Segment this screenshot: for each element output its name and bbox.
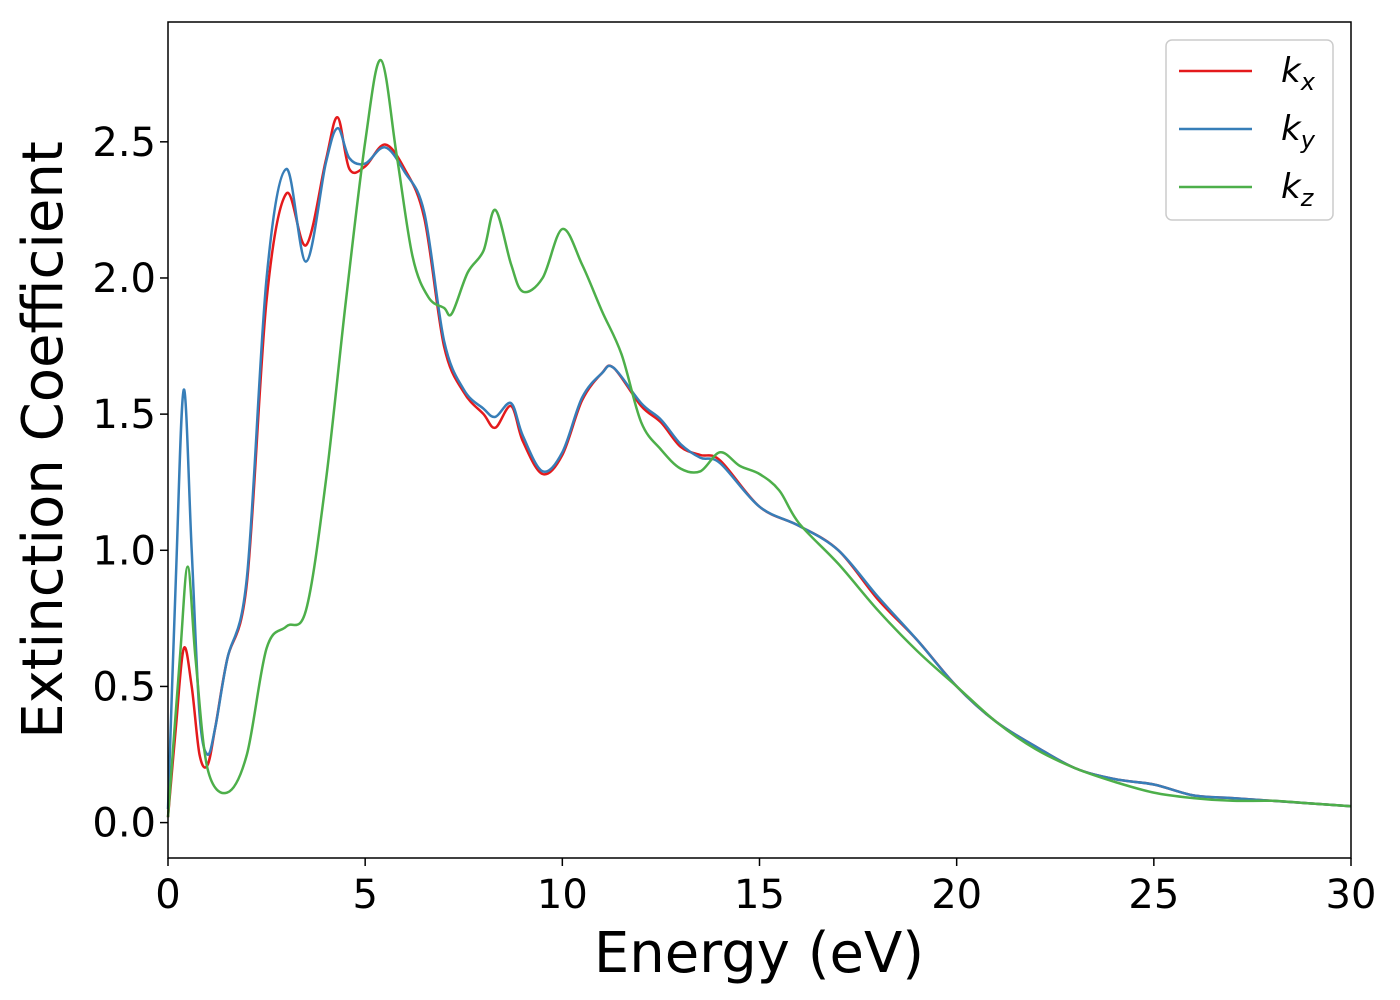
x-tick-label: 0	[155, 872, 180, 918]
series-layer	[166, 58, 1352, 818]
legend-label-kx: kx	[1281, 51, 1316, 96]
y-axis-label: Extinction Coefficient	[11, 141, 76, 739]
y-tick-label: 0.5	[92, 664, 156, 710]
series-line-kx	[166, 116, 1352, 818]
x-axis-label: Energy (eV)	[594, 921, 924, 986]
x-tick-label: 5	[352, 872, 377, 918]
x-tick-label: 30	[1326, 872, 1377, 918]
legend-label-ky: ky	[1281, 109, 1316, 154]
x-tick-label: 10	[537, 872, 588, 918]
legend: kx ky kz	[1165, 39, 1334, 221]
y-tick-label: 0.0	[92, 801, 156, 847]
x-ticks: 0 5 10 15 20 25 30	[155, 858, 1376, 918]
y-tick-label: 2.0	[92, 256, 156, 302]
y-tick-label: 1.5	[92, 392, 156, 438]
legend-items: kx ky kz	[1179, 51, 1316, 212]
x-tick-label: 25	[1128, 872, 1179, 918]
series-line-ky	[166, 126, 1352, 810]
y-ticks: 0.0 0.5 1.0 1.5 2.0 2.5	[92, 120, 168, 847]
y-tick-label: 1.0	[92, 528, 156, 574]
legend-label-kz: kz	[1281, 167, 1315, 212]
x-tick-label: 20	[931, 872, 982, 918]
x-tick-label: 15	[734, 872, 785, 918]
series-line-kz	[166, 58, 1352, 818]
y-tick-label: 2.5	[92, 120, 156, 166]
